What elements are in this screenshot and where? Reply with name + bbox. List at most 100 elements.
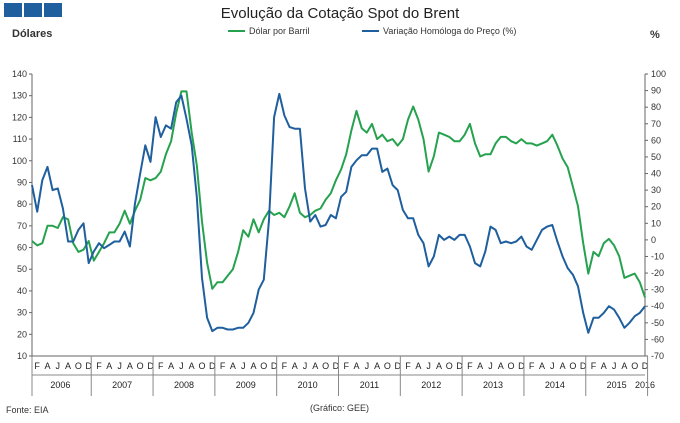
month-tick-label: A xyxy=(601,361,607,371)
month-tick-label: O xyxy=(198,361,205,371)
right-tick-label: -60 xyxy=(651,334,664,344)
month-tick-label: A xyxy=(292,361,298,371)
month-tick-label: D xyxy=(394,361,401,371)
year-label: 2015 xyxy=(607,380,627,390)
month-tick-label: F xyxy=(34,361,40,371)
right-axis-unit: % xyxy=(650,29,660,41)
month-tick-label: A xyxy=(230,361,236,371)
right-tick-label: 100 xyxy=(651,69,666,79)
month-tick-label: J xyxy=(426,361,431,371)
right-tick-label: 10 xyxy=(651,218,661,228)
legend-label-yoy: Variação Homóloga do Preço (%) xyxy=(383,26,517,36)
right-tick-label: 50 xyxy=(651,152,661,162)
right-tick-label: -40 xyxy=(651,301,664,311)
left-tick-label: 70 xyxy=(17,221,27,231)
right-tick-label: 80 xyxy=(651,102,661,112)
left-axis-unit: Dólares xyxy=(12,28,53,40)
month-tick-label: O xyxy=(569,361,576,371)
year-label: 2014 xyxy=(545,380,565,390)
month-tick-label: A xyxy=(250,361,256,371)
month-tick-label: F xyxy=(220,361,226,371)
left-tick-label: 50 xyxy=(17,264,27,274)
legend-swatch-yoy xyxy=(362,30,379,32)
month-tick-label: J xyxy=(488,361,493,371)
legend-item-yoy: Variação Homóloga do Preço (%) xyxy=(362,26,516,36)
left-tick-label: 10 xyxy=(17,351,27,361)
year-label: 2007 xyxy=(112,380,132,390)
month-tick-label: A xyxy=(539,361,545,371)
month-tick-label: F xyxy=(282,361,288,371)
left-tick-label: 30 xyxy=(17,308,27,318)
month-tick-label: A xyxy=(168,361,174,371)
right-tick-label: 70 xyxy=(651,119,661,129)
left-tick-label: 20 xyxy=(17,329,27,339)
left-tick-label: 60 xyxy=(17,243,27,253)
year-label: 2006 xyxy=(50,380,70,390)
month-tick-label: J xyxy=(241,361,246,371)
right-tick-label: -30 xyxy=(651,285,664,295)
month-tick-label: A xyxy=(498,361,504,371)
month-tick-label: F xyxy=(529,361,535,371)
logo-block-3 xyxy=(44,3,62,17)
month-tick-label: J xyxy=(179,361,184,371)
month-tick-label: F xyxy=(467,361,473,371)
month-tick-label: A xyxy=(477,361,483,371)
month-tick-label: J xyxy=(612,361,617,371)
month-tick-label: O xyxy=(508,361,515,371)
logo xyxy=(4,3,62,17)
left-tick-label: 140 xyxy=(12,69,27,79)
year-label: 2009 xyxy=(236,380,256,390)
month-tick-label: O xyxy=(322,361,329,371)
right-tick-label: 90 xyxy=(651,86,661,96)
left-tick-label: 90 xyxy=(17,177,27,187)
month-tick-label: D xyxy=(209,361,216,371)
legend-item-price: Dólar por Barril xyxy=(228,26,310,36)
month-tick-label: F xyxy=(158,361,164,371)
right-tick-label: 60 xyxy=(651,135,661,145)
month-tick-label: O xyxy=(260,361,267,371)
legend-label-price: Dólar por Barril xyxy=(249,26,310,36)
month-tick-label: A xyxy=(354,361,360,371)
month-tick-label: J xyxy=(550,361,555,371)
month-tick-label: A xyxy=(65,361,71,371)
month-tick-label: A xyxy=(189,361,195,371)
month-tick-label: J xyxy=(56,361,61,371)
month-tick-label: O xyxy=(631,361,638,371)
month-tick-label: A xyxy=(312,361,318,371)
month-tick-label: D xyxy=(518,361,525,371)
month-tick-label: A xyxy=(127,361,133,371)
logo-block-1 xyxy=(4,3,22,17)
month-tick-label: A xyxy=(44,361,50,371)
month-tick-label: F xyxy=(405,361,411,371)
month-tick-label: O xyxy=(75,361,82,371)
month-tick-label: J xyxy=(303,361,308,371)
right-tick-label: 20 xyxy=(651,202,661,212)
year-label: 2013 xyxy=(483,380,503,390)
price-series-line xyxy=(31,90,646,298)
right-tick-label: 30 xyxy=(651,185,661,195)
year-label: 2008 xyxy=(174,380,194,390)
logo-block-2 xyxy=(24,3,42,17)
month-tick-label: D xyxy=(271,361,278,371)
source-note: Fonte: EIA xyxy=(6,405,49,415)
month-tick-label: D xyxy=(580,361,587,371)
chart-title: Evolução da Cotação Spot do Brent xyxy=(220,5,460,22)
right-tick-label: -10 xyxy=(651,251,664,261)
right-tick-label: -50 xyxy=(651,318,664,328)
left-tick-label: 80 xyxy=(17,199,27,209)
year-label: 2012 xyxy=(421,380,441,390)
left-tick-label: 130 xyxy=(12,91,27,101)
month-tick-label: A xyxy=(436,361,442,371)
left-tick-label: 120 xyxy=(12,112,27,122)
month-tick-label: F xyxy=(96,361,102,371)
yoy-change-series-line xyxy=(31,92,646,334)
month-tick-label: J xyxy=(117,361,122,371)
month-tick-label: A xyxy=(106,361,112,371)
month-tick-label: D xyxy=(456,361,463,371)
month-tick-label: O xyxy=(137,361,144,371)
month-tick-label: A xyxy=(621,361,627,371)
month-tick-label: D xyxy=(333,361,340,371)
month-tick-label: O xyxy=(384,361,391,371)
left-tick-label: 40 xyxy=(17,286,27,296)
